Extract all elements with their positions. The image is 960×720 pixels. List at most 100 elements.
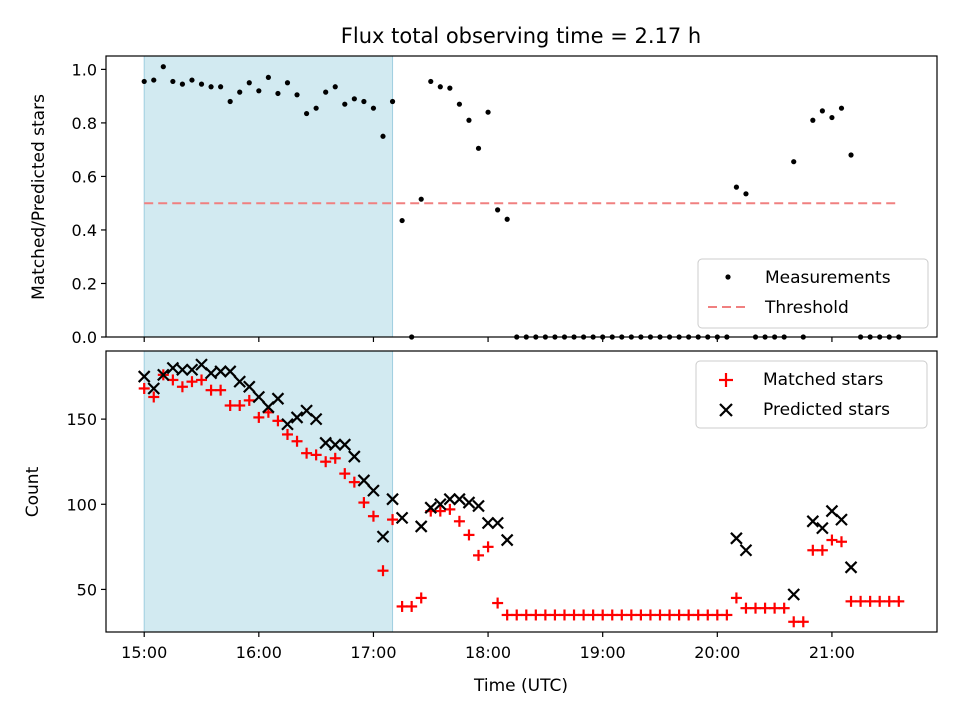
measurement-point	[380, 133, 386, 139]
legend-label-predicted: Predicted stars	[763, 400, 890, 420]
predicted-point	[844, 561, 858, 574]
predicted-point	[453, 492, 466, 506]
matched-point	[453, 515, 465, 527]
predicted-point	[816, 521, 829, 535]
chart-title: Flux total observing time = 2.17 h	[341, 24, 701, 48]
matched-point	[148, 391, 160, 403]
matched-point	[606, 609, 618, 621]
matched-point	[549, 609, 561, 621]
matched-point	[635, 609, 647, 621]
matched-point	[558, 609, 570, 621]
measurement-point	[447, 85, 453, 91]
x-axis-label: Time (UTC)	[473, 676, 568, 696]
matched-point	[520, 609, 532, 621]
matched-point	[530, 609, 542, 621]
predicted-point	[414, 520, 428, 533]
predicted-point	[730, 532, 743, 545]
matched-point	[702, 609, 714, 621]
matched-point	[396, 600, 408, 612]
predicted-point	[147, 382, 161, 395]
predicted-point	[462, 496, 476, 509]
matched-point	[683, 609, 695, 621]
predicted-point	[348, 450, 361, 463]
matched-point	[759, 602, 771, 614]
matched-point	[310, 449, 322, 461]
matched-point	[769, 602, 781, 614]
x-tick-label: 19:00	[580, 643, 626, 662]
measurement-point	[743, 191, 749, 197]
measurement-point	[456, 101, 463, 107]
predicted-point	[281, 417, 294, 431]
predicted-point	[357, 474, 371, 487]
matched-point	[387, 514, 399, 526]
matched-point	[501, 609, 513, 621]
matched-point	[272, 415, 284, 427]
bottom-y-tick-label: 100	[66, 495, 97, 514]
matched-point	[673, 609, 685, 621]
matched-point	[348, 476, 360, 488]
matched-point	[644, 609, 656, 621]
measurement-point	[208, 84, 214, 90]
x-tick-label: 20:00	[694, 643, 740, 662]
matched-point	[196, 374, 208, 386]
top-y-axis-label: Matched/Predicted stars	[29, 94, 49, 300]
top-panel: 0.0 0.2 0.4 0.6 0.8 1.0 Matched/Predicted sta…	[29, 55, 938, 347]
matched-point	[291, 435, 303, 447]
matched-point	[587, 609, 599, 621]
measurement-point	[351, 96, 357, 102]
predicted-point	[367, 484, 380, 497]
matched-point	[339, 468, 351, 480]
top-legend-box	[697, 258, 929, 329]
matched-point	[883, 595, 895, 607]
predicted-point	[481, 516, 495, 530]
matched-point	[721, 609, 733, 621]
measurement-point	[141, 78, 147, 85]
predicted-point	[204, 366, 218, 380]
predicted-point	[491, 516, 504, 530]
measurement-point	[294, 92, 300, 98]
predicted-point	[290, 411, 304, 424]
measurement-point	[418, 196, 424, 202]
measurement-point	[399, 217, 405, 224]
measurement-point	[342, 101, 348, 107]
matched-point	[320, 456, 332, 468]
predicted-point	[157, 368, 170, 382]
measurement-point	[246, 80, 252, 86]
matched-point	[473, 549, 485, 561]
measurement-point	[495, 207, 501, 213]
matched-point	[406, 600, 418, 612]
predicted-point	[424, 501, 438, 514]
predicted-point	[376, 530, 390, 543]
measurement-point	[265, 74, 271, 81]
matched-point	[186, 376, 198, 388]
legend-marker-predicted	[719, 403, 733, 417]
measurement-point	[189, 77, 195, 83]
legend-marker-measurements	[725, 274, 731, 280]
matched-point	[597, 609, 609, 621]
matched-point	[367, 510, 379, 522]
matched-point	[816, 544, 828, 556]
predicted-point	[319, 436, 332, 450]
measurement-point	[389, 98, 396, 105]
matched-point	[224, 399, 236, 411]
measurement-point	[160, 64, 166, 70]
matched-point	[138, 382, 150, 394]
top-legend: Measurements Threshold	[697, 258, 929, 329]
bottom-legend-box	[695, 360, 928, 429]
measurement-point	[313, 105, 319, 111]
matched-point	[205, 384, 217, 396]
matched-point	[463, 529, 475, 541]
matched-point	[730, 592, 742, 604]
matched-point	[664, 609, 676, 621]
bottom-panel: 50 100 150 15:00 16:00 17:00 18:00 19:00 20:00 2…	[23, 350, 938, 696]
bottom-y-axis-label: Count	[23, 466, 43, 517]
predicted-point	[500, 533, 514, 547]
matched-point	[253, 411, 265, 423]
predicted-point	[185, 363, 199, 377]
top-y-tick-label: 0.4	[72, 221, 97, 240]
predicted-point	[233, 375, 247, 388]
measurement-point	[485, 109, 491, 115]
matched-point	[492, 597, 504, 609]
x-tick-label: 21:00	[809, 643, 855, 662]
